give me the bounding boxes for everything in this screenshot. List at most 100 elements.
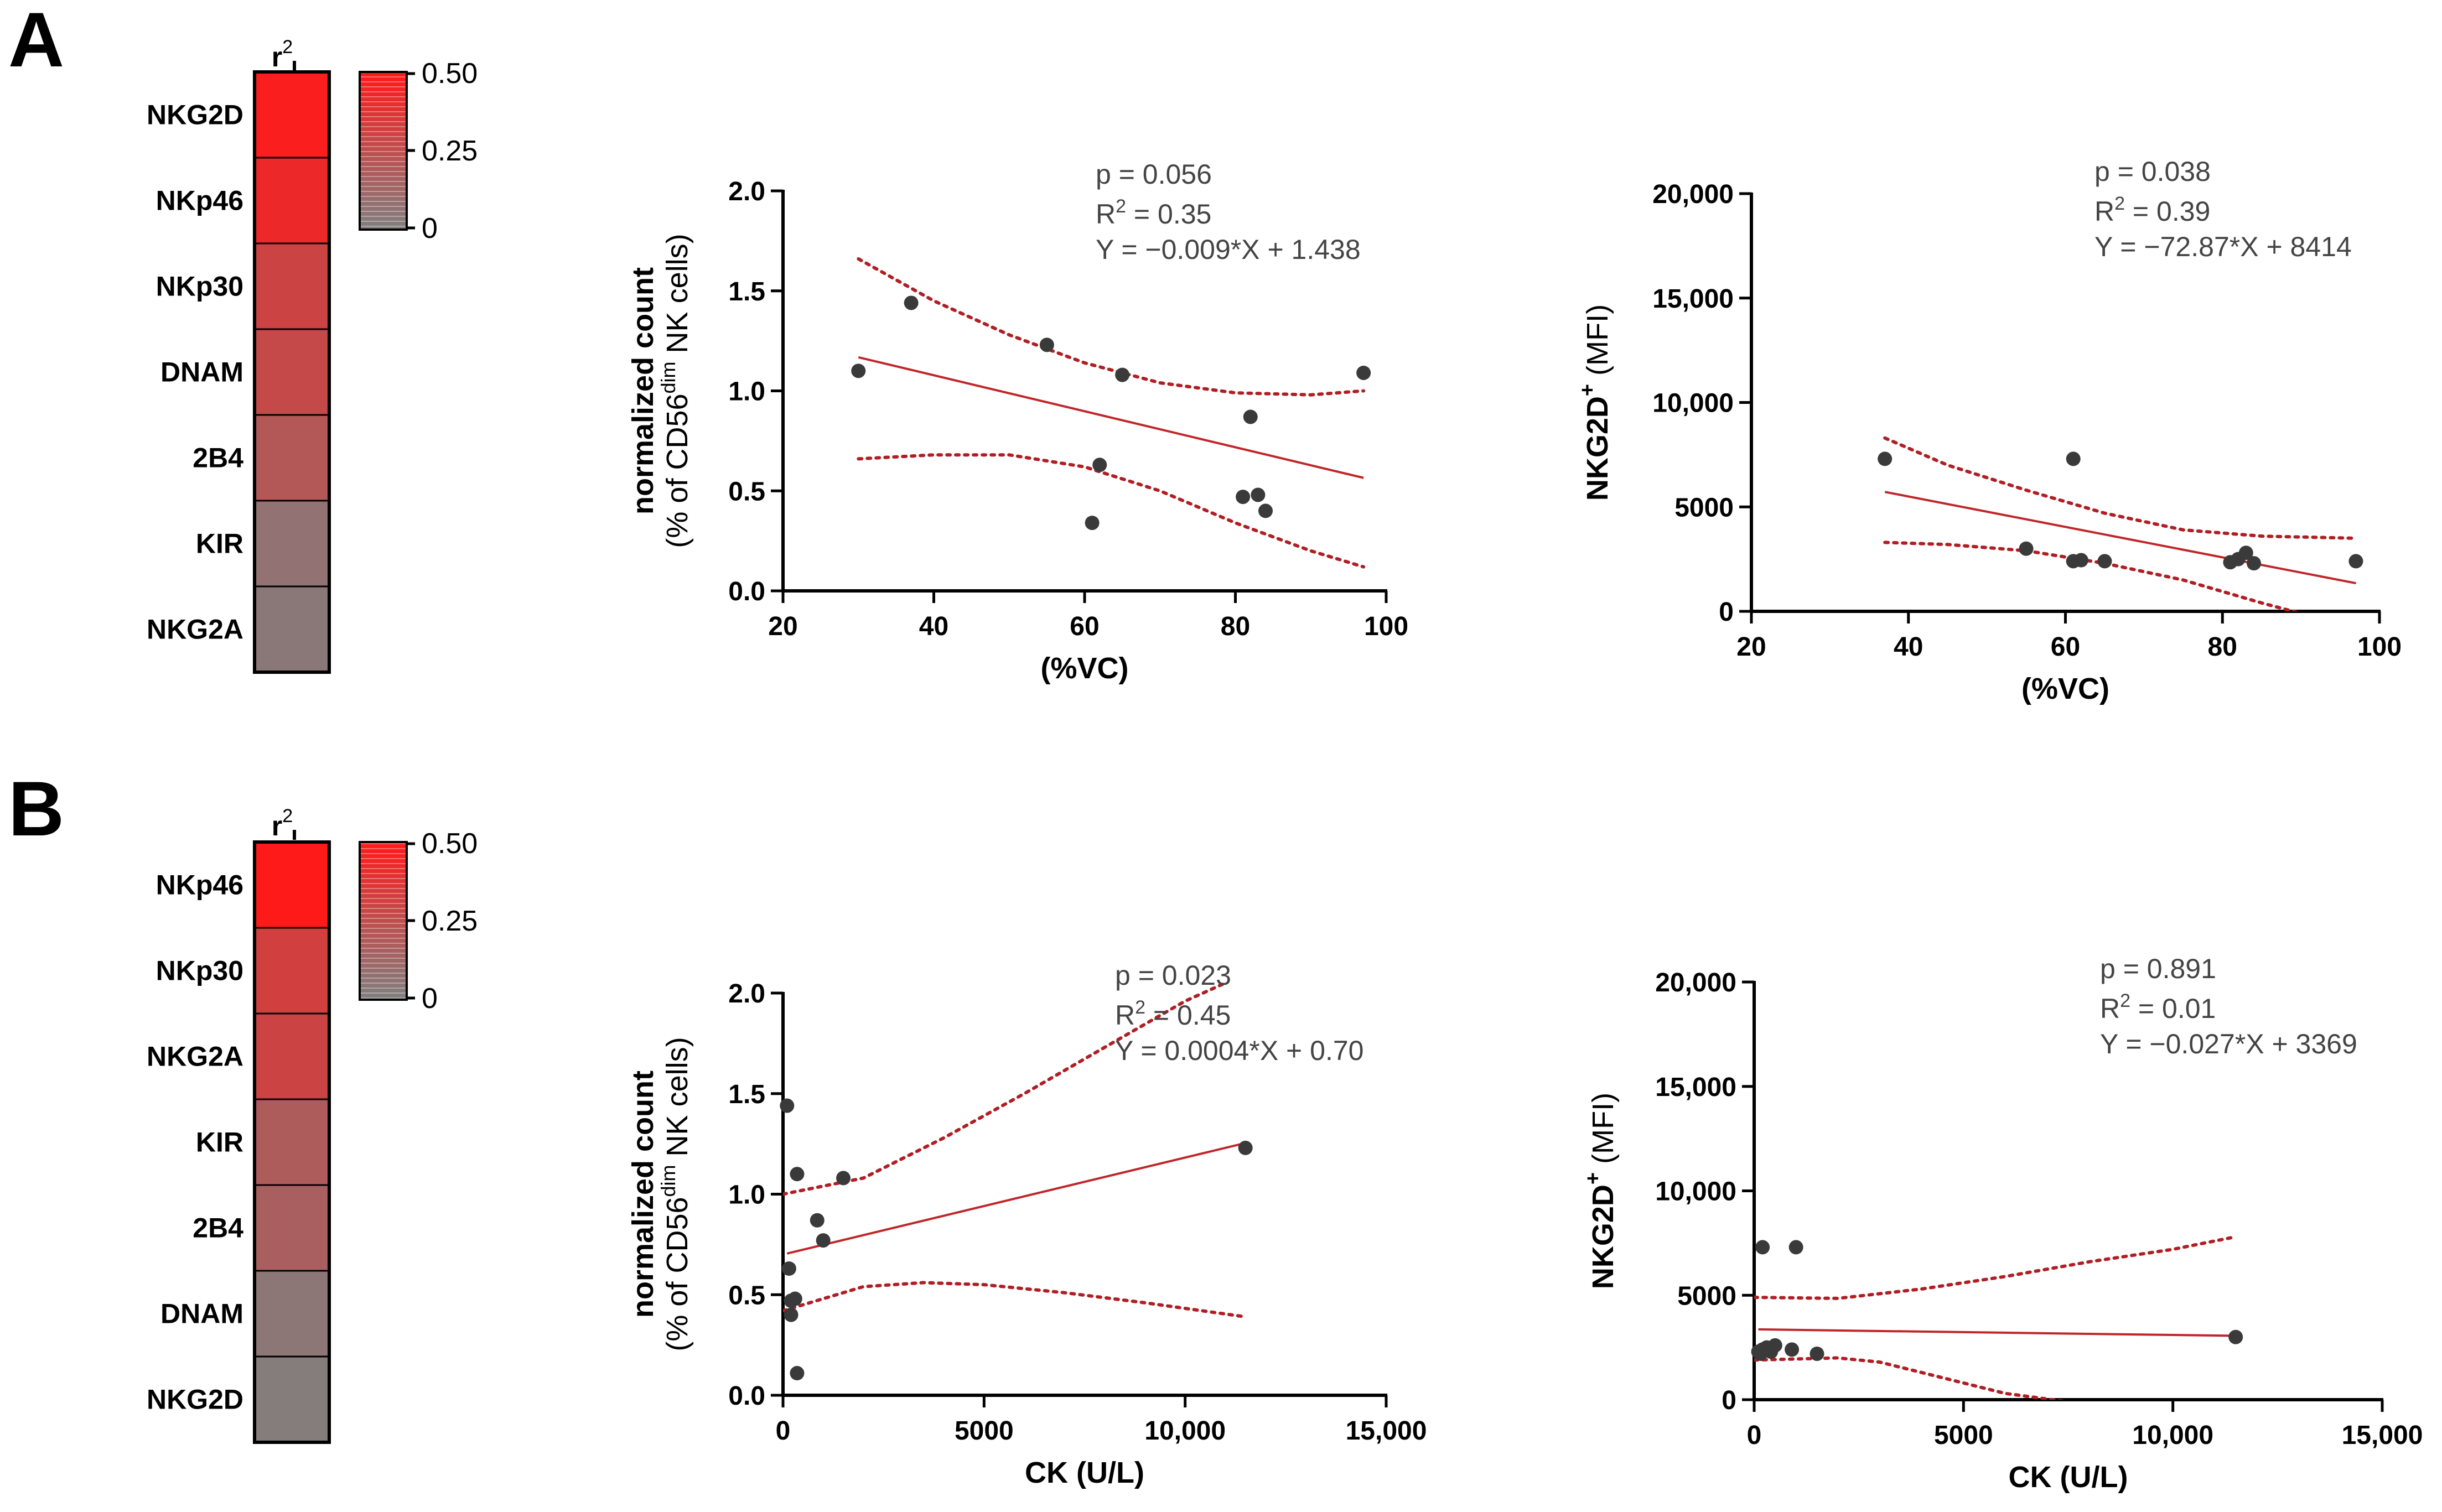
- data-point: [2348, 554, 2363, 569]
- stat-r-squared: R2 = 0.01: [2100, 990, 2216, 1024]
- heatmap-row-label: NKG2A: [147, 1041, 243, 1072]
- x-tick-label: 10,000: [2132, 1421, 2213, 1450]
- fit-line: [858, 356, 1364, 479]
- x-tick-label: 100: [2357, 632, 2402, 662]
- x-tick-label: 15,000: [1346, 1416, 1427, 1446]
- data-point: [784, 1293, 799, 1308]
- data-point: [904, 295, 919, 310]
- data-point: [1085, 516, 1100, 531]
- x-axis-title: CK (U/L): [1025, 1456, 1144, 1489]
- heatmap-row-label: KIR: [196, 1127, 243, 1158]
- data-point: [780, 1098, 795, 1113]
- y-axis-title: normalized count: [626, 267, 660, 515]
- heatmap-cell: [253, 1270, 330, 1358]
- x-tick-label: 80: [1221, 612, 1250, 641]
- ci-lower-curve: [1754, 1356, 2065, 1400]
- stat-r-squared-part: = 0.01: [2130, 993, 2216, 1024]
- data-point: [2097, 554, 2112, 569]
- data-point: [2073, 553, 2088, 568]
- y-axis-subtitle-part: (% of CD56: [661, 393, 694, 548]
- data-point: [2238, 545, 2253, 560]
- data-point: [2019, 541, 2034, 556]
- heatmap-row-label: NKp46: [156, 185, 243, 216]
- y-tick-label: 0: [1722, 1386, 1736, 1415]
- data-point: [1753, 1346, 1768, 1361]
- stat-p-value: p = 0.891: [2100, 953, 2216, 984]
- data-point: [851, 363, 866, 378]
- plot-area: [783, 981, 1247, 1319]
- stat-r-squared-part: R: [1096, 199, 1116, 230]
- heatmap-row-label: KIR: [196, 528, 243, 559]
- y-axis-subtitle-sup: dim: [657, 1165, 680, 1197]
- y-axis-title-part: NKG2D: [1581, 396, 1614, 501]
- data-point: [1878, 451, 1893, 466]
- data-point: [836, 1171, 851, 1186]
- x-axis-title: (%VC): [2021, 672, 2109, 705]
- stat-r-squared-part: R: [2100, 993, 2120, 1024]
- stat-p-value: p = 0.056: [1096, 159, 1212, 190]
- data-point: [790, 1167, 805, 1182]
- heatmap-cells-a: NKG2D NKp46 NKp30 DNAM 2B4 KIR NKG2A: [147, 70, 331, 674]
- x-tick-label: 40: [1894, 632, 1923, 662]
- stat-r-squared-sup: 2: [2120, 990, 2130, 1011]
- ci-lower-curve: [857, 453, 1366, 569]
- x-tick-label: 15,000: [2342, 1421, 2423, 1450]
- heatmap-cell: [253, 414, 330, 502]
- fit-line: [1884, 491, 2356, 585]
- data-point: [1785, 1342, 1800, 1357]
- data-point: [2228, 1329, 2243, 1344]
- heatmap-row-label: NKG2D: [147, 100, 243, 131]
- panel-a: A NKG2D NKp46 NKp30 DNAM 2B4 KIR NKG2A r2 0.50…: [8, 0, 478, 674]
- heatmap-row-label: NKp30: [156, 271, 243, 302]
- data-point: [2247, 556, 2261, 571]
- y-tick-label: 15,000: [1652, 284, 1734, 314]
- heatmap-cell: [253, 1012, 330, 1100]
- x-tick-label: 0: [776, 1416, 791, 1446]
- stat-r-squared-part: = 0.45: [1145, 1000, 1231, 1031]
- y-tick-label: 10,000: [1655, 1177, 1736, 1207]
- heatmap-row-label: NKp30: [156, 955, 243, 986]
- colorbar-label-top-b: 0.50: [422, 828, 478, 860]
- ci-upper-curve: [1883, 436, 2358, 540]
- stat-r-squared-sup: 2: [2114, 193, 2125, 214]
- panel-letter-a: A: [8, 0, 64, 83]
- data-point: [1115, 367, 1130, 382]
- x-tick-label: 40: [919, 612, 948, 641]
- y-axis-title-part: (MFI): [1581, 304, 1614, 384]
- heatmap-cell: [253, 1355, 330, 1443]
- data-point: [1039, 337, 1054, 352]
- x-tick-label: 20: [1736, 632, 1766, 662]
- heatmap-header-a: r: [272, 41, 282, 72]
- colorbar-stripes-b: [360, 842, 407, 1000]
- y-tick-label: 0: [1719, 597, 1734, 627]
- y-axis-title-sup: +: [1576, 384, 1599, 396]
- data-point: [1243, 409, 1258, 424]
- heatmap-cells-b: NKp46 NKp30 NKG2A KIR 2B4 DNAM NKG2D: [147, 840, 331, 1444]
- panel-letter-b: B: [8, 765, 64, 852]
- stat-r-squared: R2 = 0.35: [1096, 196, 1211, 230]
- colorbar-label-top-a: 0.50: [422, 58, 478, 90]
- x-tick-label: 5000: [955, 1416, 1014, 1446]
- heatmap-cell: [253, 242, 330, 330]
- stat-p-value: p = 0.038: [2094, 156, 2211, 187]
- heatmap-row-label: 2B4: [193, 443, 243, 474]
- ci-upper-curve: [783, 981, 1227, 1196]
- y-axis-subtitle: (% of CD56dim NK cells): [657, 1037, 694, 1351]
- data-point: [1238, 1140, 1253, 1155]
- x-tick-label: 80: [2208, 632, 2237, 662]
- y-axis-subtitle-part: NK cells): [661, 233, 694, 361]
- y-axis-title-part: NKG2D: [1586, 1184, 1620, 1289]
- y-axis-title-sup: +: [1582, 1172, 1605, 1184]
- heatmap-frame: [253, 70, 331, 674]
- stat-p-value: p = 0.023: [1115, 960, 1231, 991]
- heatmap-row-label: NKp46: [156, 870, 243, 901]
- data-point: [1755, 1240, 1770, 1255]
- colorbar-label-mid-b: 0.25: [422, 905, 478, 937]
- x-tick-label: 5000: [1934, 1421, 1993, 1450]
- heatmap-cell: [253, 157, 330, 245]
- data-point: [1767, 1338, 1782, 1353]
- stat-r-squared: R2 = 0.39: [2094, 193, 2210, 227]
- y-axis-title: NKG2D+ (MFI): [1582, 1093, 1620, 1289]
- heatmap-header-b: r: [272, 810, 282, 841]
